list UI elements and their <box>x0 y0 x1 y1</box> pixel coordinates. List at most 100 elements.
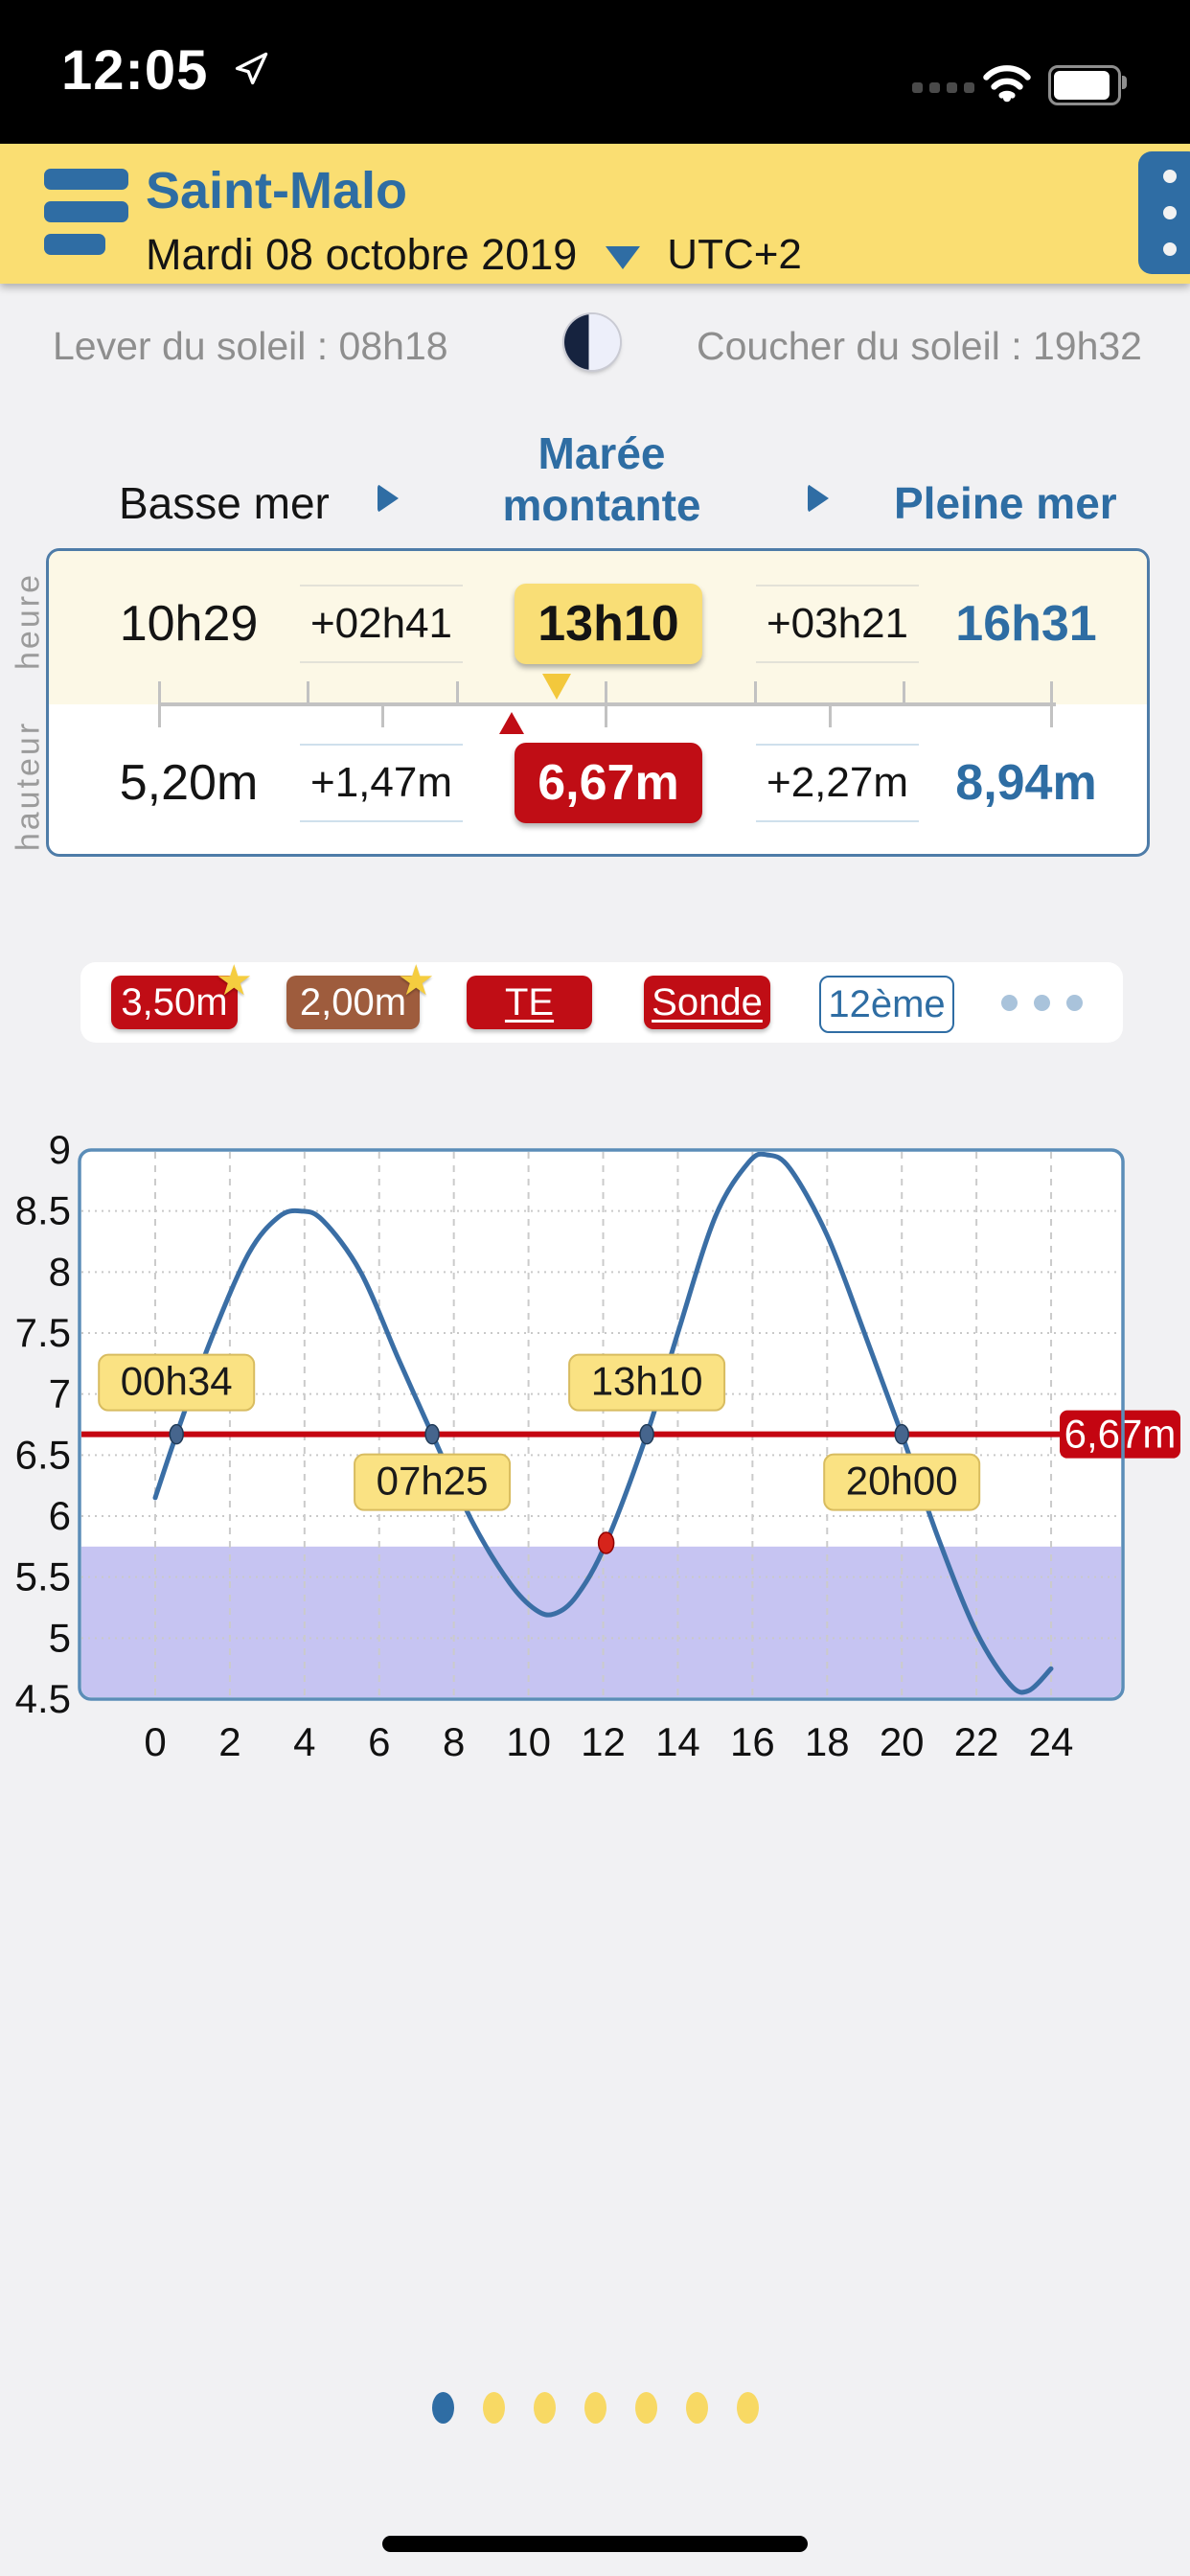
te-button[interactable]: TE <box>467 976 592 1029</box>
x-axis-labels: 0 2 4 6 8 10 12 14 16 18 20 22 24 <box>144 1719 1073 1764</box>
location-arrow-icon <box>235 52 268 85</box>
tick <box>605 706 607 727</box>
page-dot[interactable] <box>634 2392 657 2424</box>
more-dots-icon[interactable] <box>1001 962 1083 1043</box>
low-tide-time: 10h29 <box>119 596 259 652</box>
low-tide-height: 5,20m <box>119 755 259 811</box>
y-tick-label: 8.5 <box>15 1188 71 1233</box>
time-annotation-label: 00h34 <box>121 1359 233 1404</box>
time-annotation-label: 07h25 <box>377 1459 489 1504</box>
to-high-height-delta: +2,27m <box>756 744 919 822</box>
y-tick-label: 4.5 <box>15 1676 71 1721</box>
phase-rising-label: Marée montante <box>502 428 701 530</box>
crossing-marker <box>894 1423 909 1445</box>
y-tick-label: 6 <box>49 1493 71 1538</box>
timezone-label: UTC+2 <box>667 231 802 278</box>
time-annotation-box <box>354 1453 512 1511</box>
battery-icon <box>1048 65 1121 105</box>
wifi-icon <box>983 65 1031 103</box>
x-tick-label: 22 <box>954 1719 999 1764</box>
page-dot[interactable] <box>584 2392 606 2424</box>
dot-icon <box>1163 206 1177 219</box>
sunrise-label: Lever du soleil : 08h18 <box>53 324 448 368</box>
tick <box>754 681 757 702</box>
time-annotation-label: 20h00 <box>846 1459 958 1504</box>
current-level-label-box <box>1060 1410 1180 1459</box>
x-tick-label: 24 <box>1029 1719 1074 1764</box>
clock: 12:05 <box>61 39 209 102</box>
tick <box>1050 681 1053 702</box>
page-title: Saint-Malo <box>146 162 408 219</box>
sonde-button[interactable]: Sonde <box>644 976 770 1029</box>
status-bar: 12:05 <box>0 0 1190 144</box>
crossing-markers <box>169 1423 909 1554</box>
time-annotations: 00h34 07h25 13h10 20h00 <box>98 1353 981 1511</box>
x-tick-label: 8 <box>443 1719 465 1764</box>
y-axis-labels: 9 8.5 8 7.5 7 6.5 6 5.5 5 4.5 <box>15 1127 71 1721</box>
tick <box>605 681 607 702</box>
tide-summary-card: 10h29 +02h41 13h10 +03h21 16h31 5,20m +1… <box>46 548 1150 857</box>
y-tick-label: 5 <box>49 1615 71 1660</box>
page-dot-active[interactable] <box>431 2392 454 2424</box>
moon-phase-icon <box>564 314 620 370</box>
high-tide-height: 8,94m <box>955 755 1097 811</box>
crossing-marker <box>424 1423 440 1445</box>
current-point-marker <box>597 1531 615 1554</box>
x-tick-label: 10 <box>506 1719 551 1764</box>
draft-350-button[interactable]: 3,50m ★ <box>111 957 253 1029</box>
current-time-marker[interactable] <box>542 674 571 700</box>
x-tick-label: 6 <box>368 1719 390 1764</box>
current-level-label: 6,67m <box>1064 1412 1177 1457</box>
tick <box>1050 706 1053 727</box>
x-tick-label: 20 <box>880 1719 925 1764</box>
more-options-button[interactable] <box>1138 151 1190 274</box>
page-dot[interactable] <box>533 2392 556 2424</box>
high-tide-time: 16h31 <box>955 596 1097 652</box>
rise-duration: +02h41 <box>300 585 463 663</box>
date-selector[interactable]: Mardi 08 octobre 2019 UTC+2 <box>146 230 802 280</box>
star-icon: ★ <box>397 957 435 1004</box>
y-tick-label: 7 <box>49 1371 71 1416</box>
tick <box>307 681 309 702</box>
x-tick-label: 14 <box>655 1719 700 1764</box>
page-dot[interactable] <box>736 2392 759 2424</box>
x-tick-label: 0 <box>144 1719 166 1764</box>
rise-height-delta: +1,47m <box>300 744 463 822</box>
draft-200-button[interactable]: 2,00m ★ <box>286 957 435 1029</box>
x-tick-label: 18 <box>805 1719 850 1764</box>
crossing-marker <box>639 1423 654 1445</box>
home-indicator[interactable] <box>382 2536 808 2552</box>
current-time-badge[interactable]: 13h10 <box>515 584 702 664</box>
chevron-down-icon[interactable] <box>606 246 641 269</box>
time-row-label: heure <box>10 572 47 670</box>
battery-tip <box>1122 76 1127 89</box>
app-header: Saint-Malo Mardi 08 octobre 2019 UTC+2 <box>0 144 1190 284</box>
tick <box>158 706 161 727</box>
page-indicator[interactable] <box>0 2392 1190 2424</box>
plot-border <box>78 1148 1125 1701</box>
y-tick-label: 8 <box>49 1249 71 1294</box>
x-tick-label: 16 <box>730 1719 775 1764</box>
now-marker <box>499 712 524 734</box>
douzieme-button[interactable]: 12ème <box>819 976 954 1033</box>
time-annotation-label: 13h10 <box>591 1359 703 1404</box>
tick <box>158 681 161 702</box>
star-icon: ★ <box>215 957 253 1004</box>
time-slider[interactable] <box>158 702 1056 706</box>
x-tick-label: 2 <box>218 1719 240 1764</box>
phase-low-label: Basse mer <box>119 478 330 528</box>
page-dot[interactable] <box>482 2392 505 2424</box>
sunset-label: Coucher du soleil : 19h32 <box>697 324 1142 368</box>
menu-button[interactable] <box>44 169 128 266</box>
tick <box>381 706 384 727</box>
y-tick-label: 5.5 <box>15 1554 71 1599</box>
shallow-water-zone <box>81 1546 1121 1697</box>
y-tick-label: 7.5 <box>15 1310 71 1355</box>
tide-chart[interactable]: 00h34 07h25 13h10 20h00 6,67m 9 8.5 8 7.5 7 6.5 6… <box>0 1092 1190 1802</box>
sun-info-row: Lever du soleil : 08h18 Coucher du solei… <box>0 312 1190 380</box>
arrow-right-icon <box>378 484 399 513</box>
date-label[interactable]: Mardi 08 octobre 2019 <box>146 230 578 279</box>
current-height-badge[interactable]: 6,67m <box>515 743 702 823</box>
page-dot[interactable] <box>685 2392 708 2424</box>
